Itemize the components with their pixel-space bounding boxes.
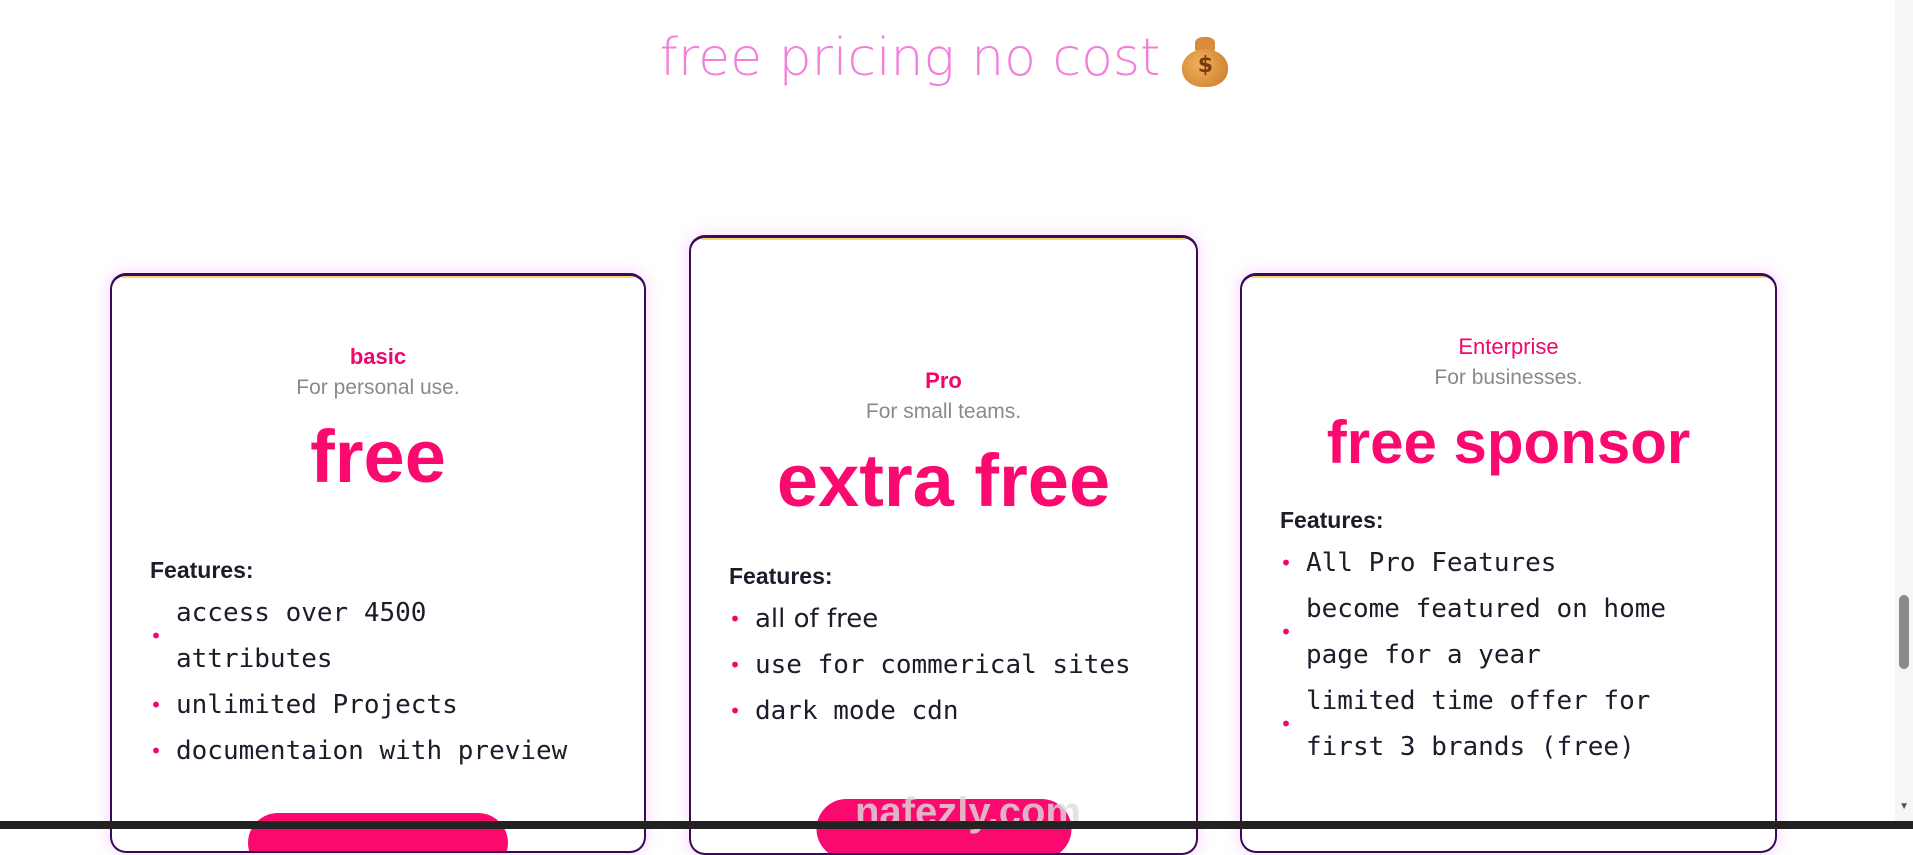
choose-plan-button[interactable] xyxy=(248,813,508,851)
feature-item: • become featured on home page for a year xyxy=(1280,594,1667,670)
title-text: free pricing no cost xyxy=(659,28,1161,88)
scroll-down-arrow-icon[interactable]: ▼ xyxy=(1899,801,1909,812)
plan-tier: basic xyxy=(349,344,407,369)
scrollbar[interactable]: ▼ xyxy=(1895,0,1913,822)
feature-item: • limited time offer for first 3 brands (… xyxy=(1280,686,1651,762)
money-bag-icon: $ xyxy=(1180,35,1230,87)
feature-item: • use for commerical sites xyxy=(729,650,1131,680)
plan-card-pro: Pro For small teams. extra free Features… xyxy=(689,235,1198,855)
plan-subtitle: For personal use. xyxy=(296,376,460,399)
features-label: Features: xyxy=(150,557,254,583)
features-label: Features: xyxy=(729,563,833,589)
plan-subtitle: For businesses. xyxy=(1434,366,1583,389)
plan-card-basic: basic For personal use. free Features: •… xyxy=(110,273,646,853)
plan-tier: Enterprise xyxy=(1458,334,1559,359)
plan-subtitle: For small teams. xyxy=(865,400,1022,423)
plan-price: extra free xyxy=(776,439,1111,522)
scrollbar-thumb[interactable] xyxy=(1899,595,1909,669)
feature-item: • dark mode cdn xyxy=(729,696,959,726)
plan-card-enterprise: Enterprise For businesses. free sponsor … xyxy=(1240,273,1777,853)
plan-price: free sponsor xyxy=(1326,409,1691,476)
feature-item: • all of free xyxy=(729,604,879,634)
page-title: free pricing no cost $ xyxy=(0,28,1890,88)
plan-tier: Pro xyxy=(925,368,962,393)
feature-item: • documentaion with preview xyxy=(150,736,568,766)
taskbar xyxy=(0,821,1913,829)
feature-item: • access over 4500 attributes xyxy=(150,598,427,674)
feature-item: • unlimited Projects xyxy=(150,690,458,720)
feature-item: • All Pro Features xyxy=(1280,548,1557,578)
plan-price: free xyxy=(310,415,446,498)
features-label: Features: xyxy=(1280,507,1384,533)
